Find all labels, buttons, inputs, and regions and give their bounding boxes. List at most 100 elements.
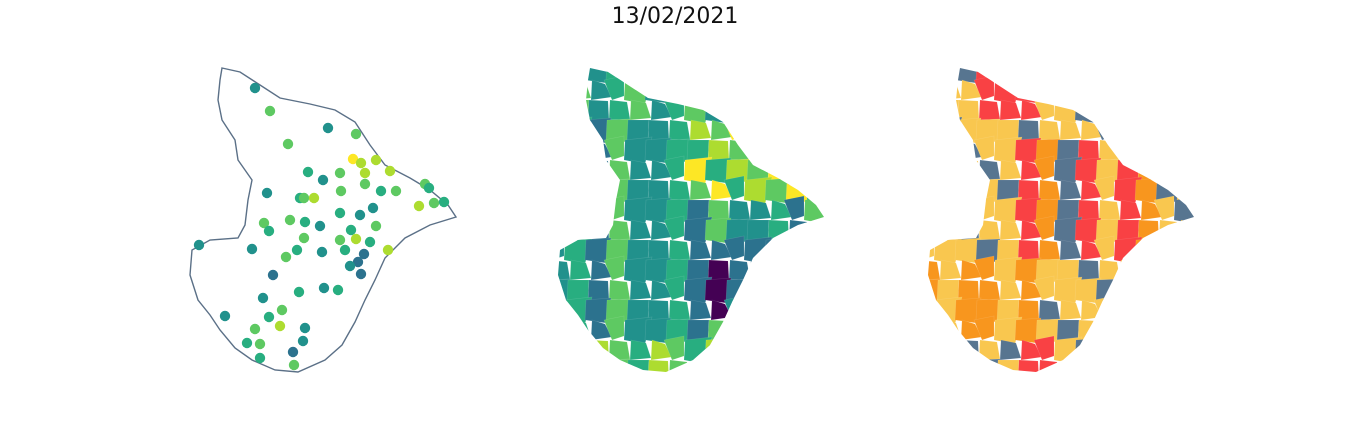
municipality-region [1119, 139, 1142, 161]
municipality-region [1116, 339, 1140, 362]
municipality-region [1059, 119, 1082, 141]
station-point [382, 244, 394, 256]
municipality-region [806, 119, 824, 142]
municipality-region [563, 68, 593, 85]
municipality-region [788, 339, 811, 361]
municipality-region [689, 299, 712, 321]
municipality-region [558, 158, 571, 183]
station-point [322, 122, 334, 134]
municipality-region [587, 339, 610, 361]
municipality-region [1095, 278, 1121, 303]
municipality-region [689, 179, 712, 201]
municipality-region [566, 99, 590, 122]
municipality-region [1153, 195, 1175, 221]
municipality-region [825, 78, 838, 103]
municipality-region [1059, 68, 1082, 81]
station-point [359, 178, 371, 190]
municipality-region [1179, 339, 1194, 361]
station-point [249, 82, 261, 94]
municipality-region [1017, 68, 1040, 81]
municipality-region [957, 219, 980, 241]
municipality-region [978, 219, 1001, 241]
station-point [293, 286, 305, 298]
municipality-region [806, 68, 824, 82]
municipality-region [603, 255, 625, 281]
municipality-region [809, 99, 824, 121]
municipality-region [1116, 99, 1140, 122]
municipality-region [999, 279, 1022, 301]
municipality-region [1074, 337, 1102, 364]
municipality-region [1074, 97, 1102, 124]
municipality-region [1038, 359, 1061, 372]
station-point [298, 192, 310, 204]
municipality-region [689, 239, 712, 261]
municipality-region [809, 339, 824, 361]
municipality-region [764, 68, 792, 84]
municipality-region [723, 68, 745, 81]
station-point [358, 248, 370, 260]
municipality-region [563, 176, 593, 205]
municipality-region [629, 339, 652, 361]
station-point [302, 166, 314, 178]
municipality-region [1137, 99, 1160, 121]
municipality-region [608, 279, 631, 301]
station-point [287, 346, 299, 358]
municipality-region [928, 235, 935, 261]
municipality-region [764, 297, 792, 324]
municipality-region [928, 175, 935, 201]
municipality-region [558, 235, 565, 261]
municipality-region [663, 215, 685, 241]
municipality-region [1140, 139, 1163, 161]
station-point [334, 234, 346, 246]
municipality-region [957, 339, 980, 361]
municipality-region [770, 79, 793, 101]
municipality-region [1113, 356, 1143, 372]
station-point [246, 243, 258, 255]
municipality-region [933, 176, 963, 205]
municipality-region [584, 357, 612, 372]
municipality-region [933, 116, 963, 145]
station-point [291, 244, 303, 256]
station-point [413, 200, 425, 212]
municipality-region [1173, 76, 1194, 105]
municipality-region [975, 358, 1001, 372]
municipality-region [1140, 319, 1163, 341]
station-point [350, 233, 362, 245]
municipality-region [743, 68, 773, 85]
municipality-region [996, 359, 1020, 372]
municipality-region [767, 339, 790, 361]
station-point [258, 217, 270, 229]
station-point [249, 323, 261, 335]
municipality-region [1153, 75, 1175, 101]
municipality-region [1173, 316, 1194, 345]
municipality-region [1155, 238, 1181, 263]
municipality-region [1137, 279, 1160, 301]
municipality-region [644, 77, 672, 104]
station-point [284, 214, 296, 226]
municipality-region [1155, 118, 1181, 143]
station-point [317, 174, 329, 186]
station-point [280, 251, 292, 263]
municipality-region [728, 199, 751, 221]
municipality-region [928, 218, 941, 243]
municipality-region [608, 99, 631, 121]
municipality-region [928, 115, 935, 141]
municipality-region [825, 318, 838, 343]
municipality-region [1198, 180, 1208, 200]
municipality-region [1201, 160, 1208, 180]
municipality-region [936, 159, 960, 182]
municipality-region [668, 179, 691, 201]
points-map [189, 67, 458, 373]
municipality-region [973, 195, 995, 221]
municipality-region [828, 60, 838, 80]
municipality-region [1014, 77, 1042, 104]
municipality-region [809, 219, 824, 241]
municipality-region [1158, 99, 1181, 121]
municipality-region [1173, 136, 1194, 165]
municipality-region [558, 295, 565, 321]
municipality-region [1134, 117, 1162, 144]
municipality-region [1179, 99, 1194, 121]
municipality-region [1158, 279, 1181, 301]
municipality-region [954, 177, 982, 204]
municipality-region [707, 79, 730, 101]
